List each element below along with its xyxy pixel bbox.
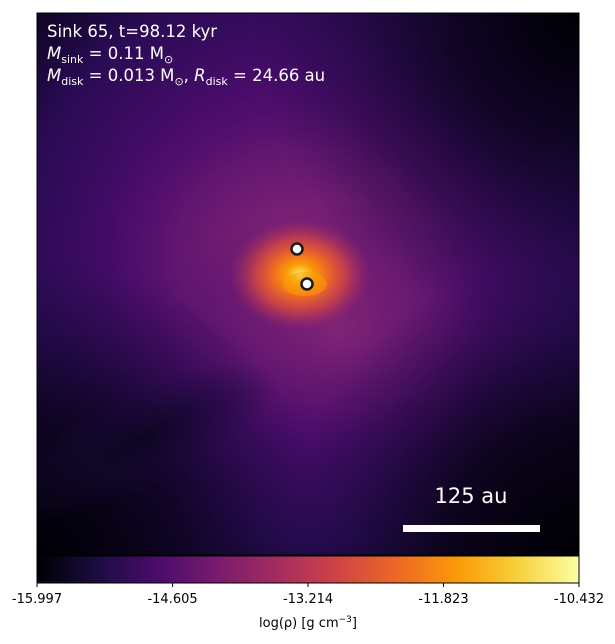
map-frame bbox=[36, 12, 580, 556]
scalebar-label: 125 au bbox=[435, 484, 508, 508]
annotation-title: Sink 65, t=98.12 kyr bbox=[47, 22, 217, 41]
colorbar-tick-label: -10.432 bbox=[554, 592, 604, 607]
colorbar-tick-label: -13.214 bbox=[283, 592, 333, 607]
mdisk-sep: , bbox=[184, 66, 195, 85]
annotation-mdisk: Mdisk = 0.013 M⊙, Rdisk = 24.66 au bbox=[47, 66, 325, 88]
msink-symbol: M bbox=[47, 44, 61, 63]
cbar-label-suffix: ] bbox=[352, 616, 357, 631]
rdisk-value: = 24.66 au bbox=[228, 66, 325, 85]
annotation-msink: Msink = 0.11 M⊙ bbox=[47, 44, 173, 66]
dark-filament bbox=[37, 362, 278, 518]
colorbar-tick-label: -11.823 bbox=[418, 592, 468, 607]
mdisk-value: = 0.013 M bbox=[83, 66, 174, 85]
colorbar: -15.997 -14.605 -13.214 -11.823 -10.432 log(… bbox=[12, 555, 604, 631]
colorbar-gradient bbox=[37, 556, 579, 583]
msink-value: = 0.11 M bbox=[83, 44, 164, 63]
cbar-label-prefix: log(ρ) [g cm bbox=[259, 616, 339, 631]
colorbar-tick-label: -15.997 bbox=[12, 592, 62, 607]
colorbar-tick-label: -14.605 bbox=[147, 592, 197, 607]
scalebar-bar bbox=[403, 525, 540, 532]
cbar-label-exp: −3 bbox=[339, 615, 352, 625]
rdisk-symbol: R bbox=[194, 66, 205, 85]
sink-marker-lower bbox=[300, 277, 314, 291]
density-map bbox=[37, 13, 579, 555]
mdisk-subscript: disk bbox=[61, 75, 84, 88]
msink-solar: ⊙ bbox=[164, 53, 173, 66]
msink-subscript: sink bbox=[61, 53, 84, 66]
colorbar-ticks: -15.997 -14.605 -13.214 -11.823 -10.432 bbox=[12, 583, 604, 607]
colorbar-label: log(ρ) [g cm−3] bbox=[259, 615, 357, 631]
sink-marker-upper bbox=[290, 242, 304, 256]
mdisk-solar: ⊙ bbox=[174, 75, 183, 88]
rdisk-subscript: disk bbox=[206, 75, 229, 88]
mdisk-symbol: M bbox=[47, 66, 61, 85]
